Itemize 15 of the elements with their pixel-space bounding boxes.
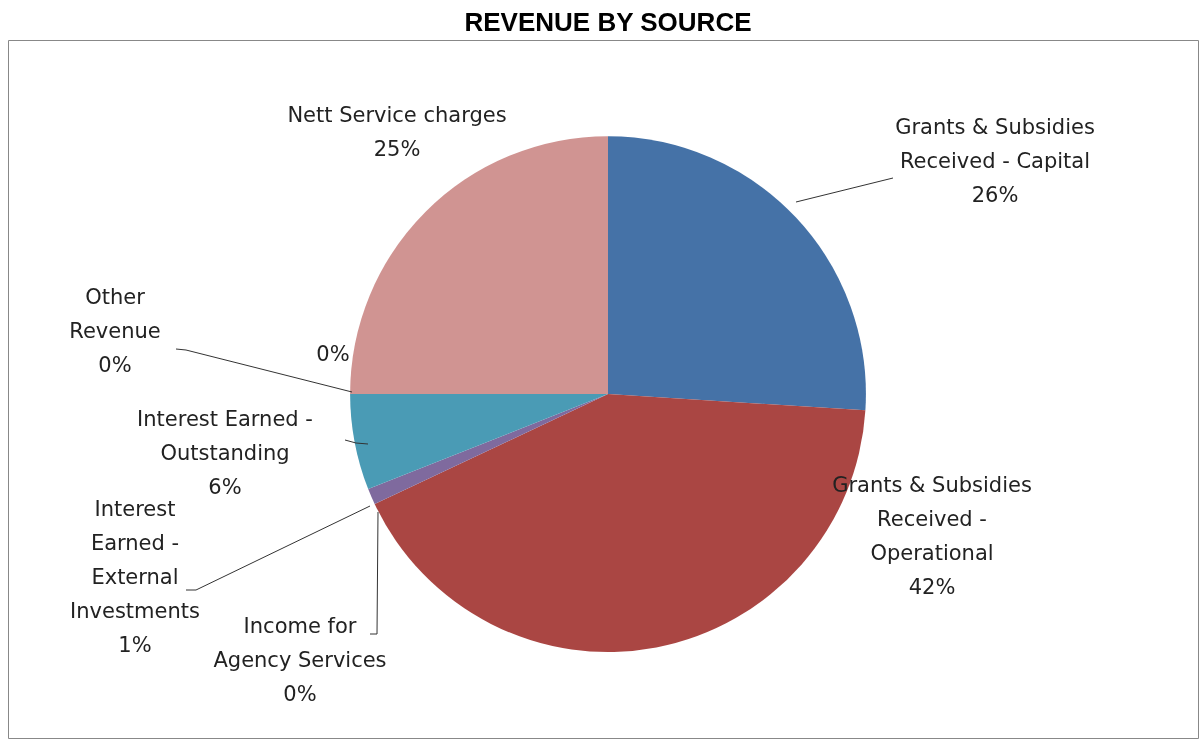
text: 0% [98, 352, 132, 377]
data-label: 42% [908, 574, 956, 599]
slice-label: Grants & Subsidies Received - Capital [895, 114, 1095, 173]
chart-title: REVENUE BY SOURCE [464, 6, 752, 37]
category-label: Income for Agency Services [213, 613, 387, 672]
data-label: 6% [208, 474, 242, 499]
data-label: 1% [118, 632, 152, 657]
slice-label: Interest Earned - Outstanding [137, 406, 313, 465]
slice-label: Interest Earned - External Investments [70, 496, 200, 623]
slice-label: Nett Service charges [287, 102, 507, 127]
text: 0% [316, 341, 350, 366]
category-label: Other Revenue [69, 284, 161, 343]
data-label: 26% [971, 182, 1019, 207]
text: 0% [283, 681, 317, 706]
data-label: 25% [373, 136, 421, 161]
